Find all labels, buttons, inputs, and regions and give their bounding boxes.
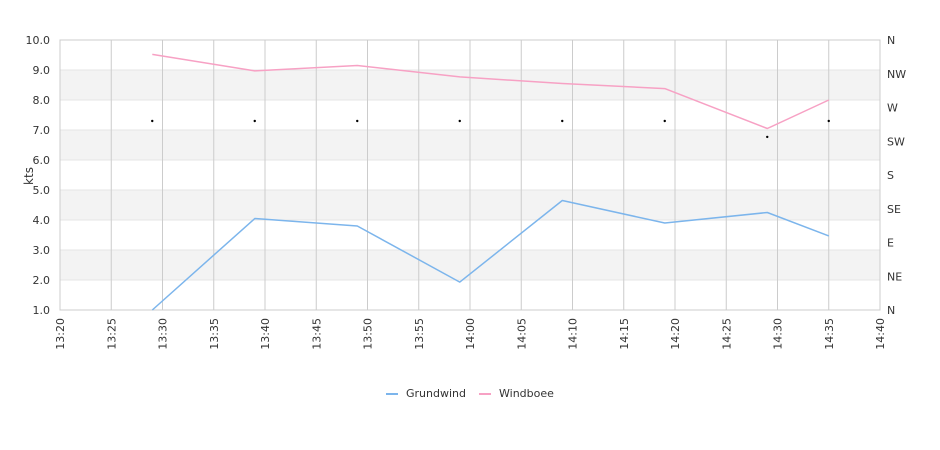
y-tick-label: 1.0: [33, 304, 51, 317]
direction-point: [253, 119, 256, 123]
x-tick-label: 14:40: [874, 318, 887, 350]
y-tick-label: 5.0: [33, 184, 51, 197]
plot-frame: [59, 39, 881, 311]
series-line-grundwind: [151, 199, 830, 311]
series-lines: [151, 53, 830, 311]
y2-tick-label: NW: [887, 68, 906, 81]
x-tick-label: 13:35: [208, 318, 221, 350]
y-axis-labels: 1.0 2.0 3.0 4.0 5.0 6.0 7.0 8.0 9.0 10.0: [26, 34, 51, 317]
x-tick-label: 14:15: [618, 318, 631, 350]
y-tick-label: 7.0: [33, 124, 51, 137]
x-tick-label: 14:30: [772, 318, 785, 350]
y-tick-label: 2.0: [33, 274, 51, 287]
y2-tick-label: N: [887, 304, 895, 317]
y2-axis-labels: N NE E SE S SW W NW N: [887, 34, 906, 317]
y2-tick-label: W: [887, 102, 898, 115]
direction-point: [561, 119, 564, 123]
y2-tick-label: S: [887, 169, 894, 182]
y-axis-title: kts: [22, 167, 36, 185]
x-tick-label: 14:35: [823, 318, 836, 350]
direction-point: [663, 119, 666, 123]
x-tick-label: 13:25: [105, 318, 118, 350]
x-tick-label: 13:45: [310, 318, 323, 350]
y-tick-label: 4.0: [33, 214, 51, 227]
direction-point: [827, 119, 830, 123]
x-tick-label: 14:05: [515, 318, 528, 350]
direction-point: [151, 119, 154, 123]
direction-points: [151, 119, 830, 139]
y2-tick-label: SW: [887, 135, 905, 148]
y2-tick-label: NE: [887, 270, 902, 283]
legend-item-grundwind: Grundwind: [406, 387, 466, 400]
legend-item-windboee: Windboee: [499, 387, 554, 400]
x-tick-label: 14:10: [567, 318, 580, 350]
x-axis-labels: 13:20 13:25 13:30 13:35 13:40 13:45 13:50 13:55…: [54, 318, 887, 350]
direction-point: [458, 119, 461, 123]
x-tick-label: 13:55: [413, 318, 426, 350]
direction-point: [356, 119, 359, 123]
y-tick-label: 6.0: [33, 154, 51, 167]
x-tick-label: 13:30: [157, 318, 170, 350]
x-tick-label: 14:00: [464, 318, 477, 350]
x-tick-label: 13:50: [362, 318, 375, 350]
x-tick-label: 13:20: [54, 318, 67, 350]
y2-tick-label: N: [887, 34, 895, 47]
y-tick-label: 10.0: [26, 34, 51, 47]
y-tick-label: 8.0: [33, 94, 51, 107]
y2-tick-label: SE: [887, 203, 901, 216]
x-tick-label: 14:25: [720, 318, 733, 350]
y-tick-label: 9.0: [33, 64, 51, 77]
x-tick-label: 13:40: [259, 318, 272, 350]
x-tick-label: 14:20: [669, 318, 682, 350]
y-tick-label: 3.0: [33, 244, 51, 257]
y2-tick-label: E: [887, 237, 894, 250]
direction-point: [766, 135, 769, 139]
legend: Grundwind Windboee: [386, 387, 554, 400]
series-line-windboee: [152, 53, 830, 130]
